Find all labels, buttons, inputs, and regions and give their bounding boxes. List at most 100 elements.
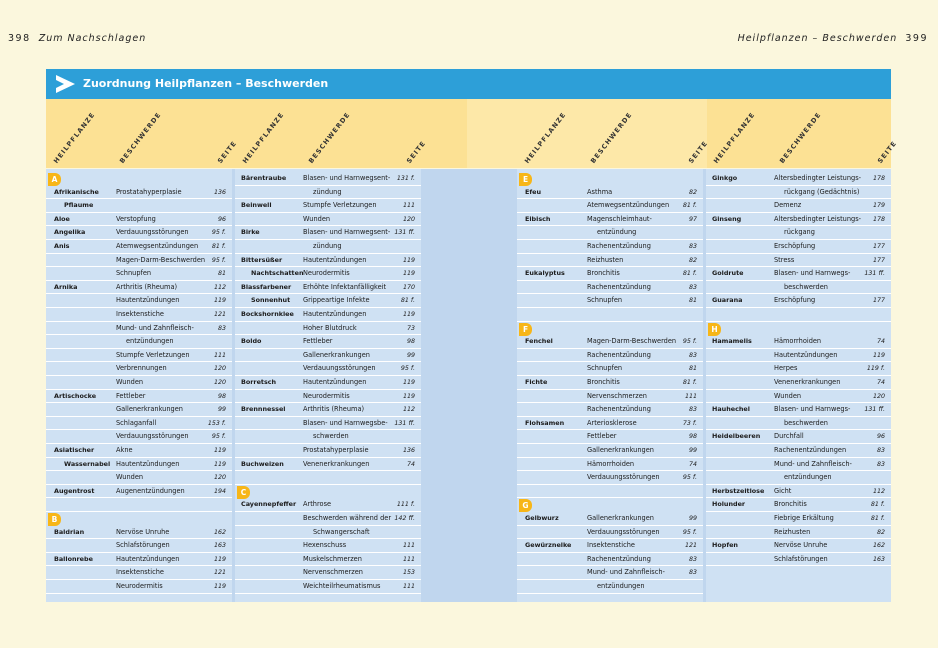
table-row: Hexenschuss 111 [235,539,421,553]
page-reference: 74 [876,379,885,386]
plant-name: Brennnessel [241,405,286,414]
page-reference: 131 ff. [394,229,415,237]
table-row: Hoher Blutdruck 73 [235,322,421,336]
table-row: Efeu Asthma 82 [517,186,703,200]
table-row: Boldo Fettleber 98 [235,335,421,349]
plant-name: Guarana [712,296,743,305]
page-reference: 97 [688,215,697,223]
table-row: Herpes 119 f. [706,362,891,376]
table-row: Blasen- und Harnwegsbe- 131 ff. [235,417,421,431]
plant-name: Bärentraube [241,174,287,182]
page-reference: 95 f. [211,433,226,441]
page-reference: 111 [684,392,697,400]
plant-name: Bittersüßer [241,255,283,264]
table-row: Schnupfen 81 [517,362,703,376]
table-row: Brennnessel Arthritis (Rheuma) 112 [235,403,421,417]
complaint-text: Weichteilrheumatismus [303,582,381,590]
complaint-text: Fiebrige Erkältung [774,514,834,522]
complaint-text: Gallenerkrankungen [303,350,370,359]
page-reference: 119 [213,583,226,590]
table-row: Sonnenhut Grippeartige Infekte 81 f. [235,294,421,308]
table-row: Hauhechel Blasen- und Harnwegs- 131 ff. [706,403,891,417]
table-row: Magen-Darm-Beschwerden 95 f. [46,254,232,268]
spacer-row [517,485,703,499]
complaint-text: Atemwegsentzündungen [587,201,670,210]
table-row: Muskelschmerzen 111 [235,553,421,567]
section-letter-badge: H [708,322,721,336]
table-row: Fenchel Magen-Darm-Beschwerden 95 f. [517,335,703,349]
table-row: Mund- und Zahnfleisch- 83 [46,322,232,336]
complaint-text: Wunden [116,473,144,482]
complaint-text: Mund- und Zahnfleisch- [116,323,194,332]
table-row: Hautentzündungen 119 [706,349,891,363]
page-reference: 96 [217,215,226,223]
table-row: Ballonrebe Hautentzündungen 119 [46,553,232,567]
complaint-text: Mund- und Zahnfleisch- [774,459,852,468]
complaint-text: Schlafstörungen [774,554,828,563]
page-number-left: 398 [8,33,31,44]
table-row: entzündungen [46,335,232,349]
table-row: Wunden 120 [46,376,232,390]
header-gutter [467,99,707,168]
complaint-text: Verdauungsstörungen [116,228,189,237]
page-reference: 111 [402,583,415,590]
table-row: schwerden [235,430,421,444]
plant-name: Goldrute [712,269,744,278]
page-reference: 119 [402,311,415,318]
table-row: Nervenschmerzen 153 [235,566,421,580]
page-reference: 81 f. [211,243,226,250]
plant-name: Hauhechel [712,405,750,414]
page-reference: 81 f. [870,515,885,522]
complaint-text: beschwerden [784,418,828,427]
plant-name: Eukalyptus [525,269,565,278]
complaint-text: Hautentzündungen [116,459,180,468]
page-reference: 98 [688,433,697,441]
table-row: Baldrian Nervöse Unruhe 162 [46,526,232,540]
table-row: Beinwell Stumpfe Verletzungen 111 [235,199,421,213]
running-head-right-text: Heilpflanzen – Beschwerden [737,33,898,44]
complaint-text: Reizhusten [774,527,811,536]
table-row: Insektenstiche 121 [46,566,232,580]
page-reference: 98 [217,392,226,400]
table-row: beschwerden [706,417,891,431]
page-reference: 95 f. [211,229,226,237]
complaint-text: zündung [313,187,342,196]
table-row: Hopfen Nervöse Unruhe 162 [706,539,891,553]
complaint-text: Hämorrhoiden [587,459,635,468]
complaint-text: Nervöse Unruhe [116,527,170,536]
page-reference: 82 [688,256,697,264]
plant-name: Anis [54,242,70,250]
plant-name: Asiatischer [54,446,95,454]
plant-name: Eibisch [525,214,551,223]
complaint-text: Reizhusten [587,255,624,264]
complaint-text: Blasen- und Harnwegsent- [303,174,391,182]
table-row: Gelbwurz Gallenerkrankungen 99 [517,512,703,526]
table-row: Schnupfen 81 [517,294,703,308]
complaint-text: Gallenerkrankungen [587,514,654,522]
page-reference: 83 [688,243,697,250]
page-reference: 177 [872,256,885,264]
table-row: Afrikanische Prostatahyperplasie 136 [46,186,232,200]
table-row: Blassfarbener Erhöhte Infektanfälligkeit 1… [235,281,421,295]
complaint-text: Blasen- und Harnwegs- [774,405,851,414]
complaint-text: Blasen- und Harnwegs- [774,269,851,278]
plant-name: Pflaume [64,201,94,210]
table-row: Schlaganfall 153 f. [46,417,232,431]
table-row: Prostatahyperplasie 136 [235,444,421,458]
complaint-text: Hautentzündungen [303,310,367,318]
page-reference: 131 ff. [864,270,885,278]
table-row: Verdauungsstörungen 95 f. [517,471,703,485]
complaint-text: Hautentzündungen [303,255,367,264]
table-row: Neurodermitis 119 [235,390,421,404]
table-row: Ginseng Altersbedingter Leistungs- 178 [706,213,891,227]
complaint-text: Schnupfen [587,296,623,305]
plant-name: Ginseng [712,214,742,223]
page-reference: 119 [402,256,415,264]
table-row: Insektenstiche 121 [46,308,232,322]
section-letter-badge: A [48,173,61,186]
complaint-text: Atemwegsentzündungen [116,242,199,250]
plant-name: Ballonrebe [54,554,93,563]
table-row: Anis Atemwegsentzündungen 81 f. [46,240,232,254]
complaint-text: Neurodermitis [303,391,350,400]
page-reference: 82 [688,188,697,196]
